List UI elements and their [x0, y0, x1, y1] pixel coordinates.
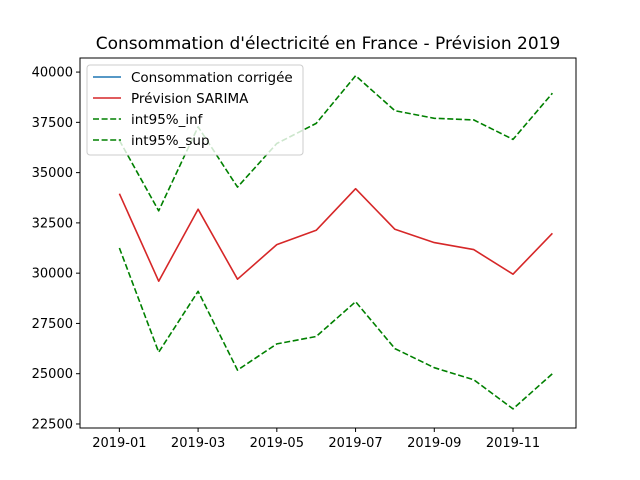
x-tick-label: 2019-09 [407, 436, 461, 451]
legend-label: int95%_inf [131, 112, 204, 128]
series-line-pr-vision-sarima [119, 189, 552, 282]
x-tick-label: 2019-03 [171, 436, 225, 451]
legend-label: Consommation corrigée [131, 70, 293, 86]
y-tick-label: 32500 [32, 216, 73, 231]
x-tick-label: 2019-01 [92, 436, 146, 451]
y-tick-label: 40000 [32, 66, 73, 81]
y-tick-label: 37500 [32, 116, 73, 131]
y-tick-label: 27500 [32, 317, 73, 332]
legend-label: Prévision SARIMA [131, 91, 249, 107]
y-tick-label: 35000 [32, 166, 73, 181]
series-line-int95-inf [119, 248, 552, 409]
x-tick-label: 2019-05 [250, 436, 304, 451]
y-tick-label: 30000 [32, 267, 73, 282]
x-tick-label: 2019-11 [486, 436, 540, 451]
legend-label: int95%_sup [131, 133, 210, 149]
y-tick-label: 25000 [32, 367, 73, 382]
chart-title: Consommation d'électricité en France - P… [96, 34, 561, 54]
y-tick-label: 22500 [32, 417, 73, 432]
x-tick-label: 2019-07 [328, 436, 382, 451]
